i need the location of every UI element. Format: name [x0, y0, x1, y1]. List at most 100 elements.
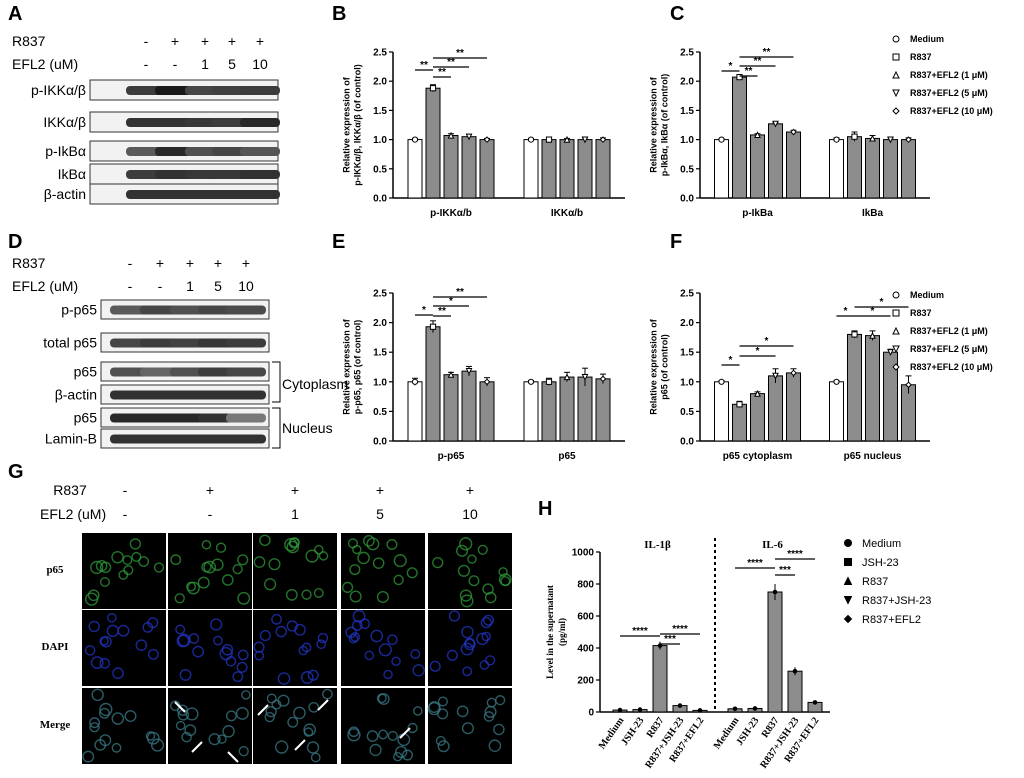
micro-cell — [307, 669, 319, 681]
chartC-point — [772, 120, 779, 128]
blotA-band — [155, 86, 195, 95]
blotA-efl2-lane-2: 1 — [201, 56, 209, 72]
micro-cell — [347, 728, 361, 742]
micro-efl2-label: EFL2 (uM) — [40, 506, 106, 522]
chartE-ytick-label: 2.5 — [373, 289, 387, 300]
micro-cell — [187, 581, 200, 595]
chartB-sig-label: ** — [456, 48, 464, 59]
micro-cell — [197, 576, 210, 589]
micro-cell — [89, 722, 100, 733]
chartE-point — [429, 323, 437, 330]
micro-cell — [459, 537, 473, 551]
micro-cell — [293, 706, 306, 720]
micro-cell — [259, 629, 271, 642]
chartH-group-title: IL-1β — [644, 539, 671, 551]
micro-cell — [352, 609, 366, 623]
legendBC-legend-item: R837 — [910, 52, 932, 62]
micro-cell — [427, 701, 441, 716]
micro-cell — [237, 649, 249, 661]
blotD-efl2-lane-2: 1 — [186, 278, 194, 294]
blotD-row-label: β-actin — [55, 387, 97, 403]
blotD-band — [140, 413, 180, 423]
blotA-r837-lane-3: + — [228, 33, 236, 49]
chartF-ytick-label: 0.0 — [680, 437, 694, 448]
micro-cell — [129, 538, 142, 550]
chartH-ytick-label: 200 — [577, 676, 594, 687]
micro-cell — [88, 620, 100, 633]
chartC-bar — [750, 134, 765, 199]
micro-cell — [111, 712, 125, 725]
panel-letter-A: A — [8, 3, 22, 25]
micro-cell — [277, 672, 291, 685]
chartH-ytick-label: 0 — [588, 708, 594, 719]
micro-cell — [95, 560, 108, 572]
chartF-bar — [847, 333, 862, 442]
micro-cell — [259, 534, 271, 547]
micro-tile — [341, 610, 425, 686]
micro-cell — [317, 632, 329, 644]
micro-cell — [264, 711, 275, 723]
legendEF-legend-marker — [892, 363, 900, 371]
legendEF-legend-item: R837+EFL2 (1 μM) — [910, 326, 988, 336]
blotD-row-label: total p65 — [43, 335, 97, 351]
chartH-point — [772, 589, 778, 595]
micro-cell — [349, 590, 362, 603]
blotD-efl2-lane-4: 10 — [238, 278, 254, 294]
blotA-row-label: β-actin — [44, 186, 86, 202]
chartF-point — [851, 331, 858, 338]
chartF-bar — [786, 372, 801, 442]
chartE-ytick-label: 1.5 — [373, 348, 387, 359]
micro-cell — [232, 671, 244, 683]
chartC-sig-label: ** — [745, 66, 753, 77]
blotD-band — [140, 367, 180, 377]
micro-cell — [370, 629, 384, 643]
micro-cell — [314, 545, 324, 555]
micro-cell — [90, 560, 104, 575]
chartB-point — [527, 136, 535, 143]
nucleus-label: Nucleus — [282, 420, 333, 436]
legendEF-legend-item: R837+EFL2 (5 μM) — [910, 344, 988, 354]
chartC-ytick-label: 0.5 — [680, 164, 694, 175]
micro-cell — [254, 650, 265, 661]
chartF-bar — [768, 375, 783, 442]
micro-cell — [372, 557, 385, 569]
micro-cell — [271, 613, 282, 625]
blotD-r837-lane-0: - — [128, 255, 133, 271]
chartB-bar — [541, 139, 557, 199]
micro-arrow — [317, 699, 329, 711]
micro-cell — [106, 612, 117, 623]
micro-cell — [482, 583, 494, 595]
micro-cell — [413, 706, 423, 716]
chartB-bar — [407, 139, 423, 199]
chartE-sig-label: * — [422, 305, 426, 316]
micro-r837-col: + — [376, 482, 384, 498]
blotD-band — [110, 390, 150, 400]
micro-cell — [117, 624, 130, 637]
chartE-bar — [407, 381, 423, 442]
blotD-r837-lane-2: + — [186, 255, 194, 271]
blotD-band — [140, 390, 180, 400]
cytoplasm-label: Cytoplasm — [282, 376, 348, 392]
micro-cell — [477, 544, 488, 555]
micro-cell — [322, 688, 333, 700]
chartH-legend-marker — [843, 596, 853, 605]
legendBC-legend-marker — [892, 89, 900, 98]
chartB-bar — [479, 139, 495, 199]
chartF-bar — [865, 335, 880, 442]
chartF-point — [887, 349, 894, 356]
micro-cell — [308, 701, 320, 713]
micro-cell — [147, 648, 159, 660]
micro-cell — [176, 634, 190, 648]
micro-cell — [479, 660, 490, 670]
blotD-efl2-label: EFL2 (uM) — [12, 278, 78, 294]
blotD-band — [110, 305, 150, 315]
chartE-ytick-label: 0.0 — [373, 437, 387, 448]
legendBC-legend-item: R837+EFL2 (10 μM) — [910, 106, 993, 116]
micro-cell — [87, 589, 100, 602]
chartE-group-label: p-p65 — [438, 451, 465, 462]
chartH-sig-label: **** — [787, 549, 803, 560]
chartH-point — [752, 706, 758, 711]
micro-cell — [366, 730, 379, 742]
blotA-r837-lane-1: + — [171, 33, 179, 49]
chartC-bar — [829, 139, 844, 199]
